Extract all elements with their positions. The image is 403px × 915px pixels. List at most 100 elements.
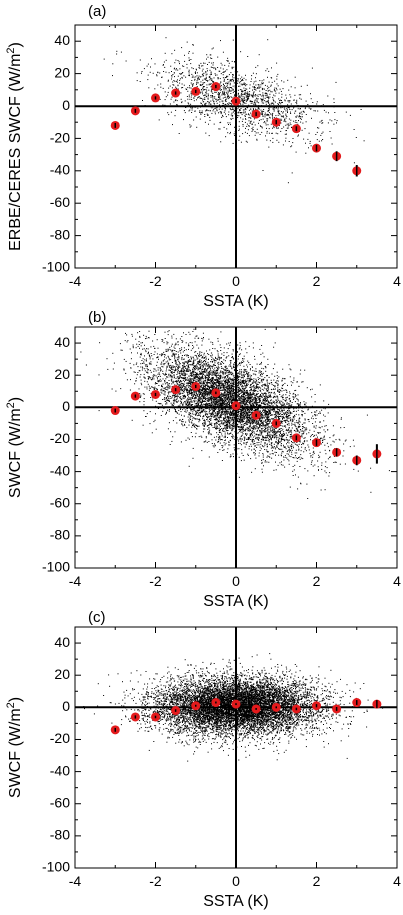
scatter-point bbox=[208, 102, 210, 104]
scatter-point bbox=[188, 396, 189, 398]
scatter-point bbox=[224, 420, 226, 422]
scatter-point bbox=[267, 401, 269, 403]
scatter-point bbox=[288, 412, 290, 414]
scatter-point bbox=[331, 143, 333, 145]
scatter-point bbox=[257, 84, 259, 86]
scatter-point bbox=[291, 442, 293, 444]
scatter-point bbox=[266, 118, 268, 120]
scatter-point bbox=[168, 358, 170, 360]
scatter-point bbox=[166, 376, 168, 378]
scatter-point bbox=[222, 115, 224, 117]
scatter-point bbox=[282, 433, 284, 435]
scatter-point bbox=[274, 385, 276, 387]
scatter-point bbox=[274, 430, 276, 432]
scatter-point bbox=[176, 81, 178, 83]
scatter-point bbox=[196, 394, 198, 395]
scatter-point bbox=[205, 440, 207, 442]
scatter-point bbox=[242, 418, 244, 420]
scatter-point bbox=[226, 128, 228, 130]
scatter-point bbox=[229, 122, 231, 124]
scatter-point bbox=[216, 377, 218, 379]
scatter-point bbox=[260, 126, 262, 127]
scatter-point bbox=[276, 75, 278, 77]
scatter-point bbox=[174, 80, 176, 82]
scatter-point bbox=[232, 423, 234, 425]
scatter-point bbox=[221, 399, 223, 401]
scatter-point bbox=[206, 404, 208, 406]
scatter-point bbox=[103, 58, 105, 60]
scatter-point bbox=[225, 91, 227, 93]
scatter-point bbox=[237, 355, 239, 357]
scatter-point bbox=[261, 131, 263, 133]
scatter-point bbox=[218, 427, 220, 429]
scatter-point bbox=[195, 391, 197, 393]
scatter-point bbox=[215, 416, 217, 418]
scatter-point bbox=[281, 416, 283, 418]
scatter-point bbox=[245, 127, 246, 129]
scatter-point bbox=[202, 82, 204, 84]
scatter-point bbox=[280, 122, 282, 124]
scatter-point bbox=[238, 391, 240, 393]
scatter-point bbox=[284, 118, 286, 120]
scatter-point bbox=[293, 397, 295, 399]
scatter-point bbox=[272, 400, 274, 402]
scatter-point bbox=[274, 447, 276, 449]
scatter-point bbox=[173, 401, 175, 403]
scatter-point bbox=[259, 386, 261, 388]
scatter-point bbox=[204, 377, 206, 379]
scatter-point bbox=[233, 383, 235, 385]
scatter-point bbox=[289, 445, 291, 447]
scatter-point bbox=[229, 433, 231, 434]
scatter-point bbox=[212, 378, 214, 380]
scatter-point bbox=[248, 120, 250, 122]
scatter-point bbox=[254, 408, 256, 410]
scatter-point bbox=[184, 54, 185, 56]
scatter-point bbox=[253, 381, 255, 383]
scatter-point bbox=[228, 441, 229, 443]
scatter-point bbox=[266, 139, 268, 141]
scatter-point bbox=[164, 338, 166, 339]
scatter-point bbox=[277, 413, 279, 415]
scatter-point bbox=[219, 107, 221, 109]
scatter-point bbox=[275, 107, 277, 109]
scatter-point bbox=[218, 372, 220, 374]
scatter-point bbox=[272, 384, 274, 386]
scatter-point bbox=[211, 367, 213, 369]
scatter-point bbox=[204, 114, 206, 115]
scatter-point bbox=[314, 414, 316, 416]
scatter-point bbox=[312, 465, 314, 467]
scatter-point bbox=[169, 365, 171, 367]
scatter-point bbox=[119, 343, 121, 345]
scatter-point bbox=[217, 358, 219, 360]
scatter-point bbox=[188, 94, 190, 96]
scatter-point bbox=[230, 361, 232, 363]
scatter-point bbox=[186, 363, 188, 365]
scatter-point bbox=[238, 125, 240, 127]
scatter-point bbox=[143, 410, 145, 412]
scatter-point bbox=[250, 100, 252, 102]
scatter-point bbox=[290, 445, 292, 447]
scatter-point bbox=[256, 447, 258, 448]
scatter-point bbox=[143, 361, 145, 363]
scatter-point bbox=[267, 39, 269, 41]
scatter-point bbox=[264, 424, 266, 426]
scatter-point bbox=[208, 89, 210, 91]
scatter-point bbox=[156, 74, 158, 76]
scatter-point bbox=[275, 434, 277, 436]
scatter-point bbox=[192, 362, 194, 364]
scatter-point bbox=[230, 417, 232, 419]
scatter-point bbox=[237, 82, 239, 84]
scatter-point bbox=[279, 448, 281, 450]
scatter-point bbox=[225, 113, 226, 115]
scatter-point bbox=[270, 399, 272, 401]
scatter-point bbox=[251, 403, 253, 404]
scatter-point bbox=[343, 450, 345, 452]
scatter-point bbox=[189, 109, 191, 111]
scatter-point bbox=[167, 91, 169, 93]
scatter-point bbox=[200, 415, 201, 417]
scatter-point bbox=[136, 72, 138, 74]
scatter-point bbox=[164, 99, 166, 101]
scatter-point bbox=[284, 382, 286, 384]
scatter-point bbox=[205, 436, 207, 438]
scatter-point bbox=[306, 483, 308, 485]
